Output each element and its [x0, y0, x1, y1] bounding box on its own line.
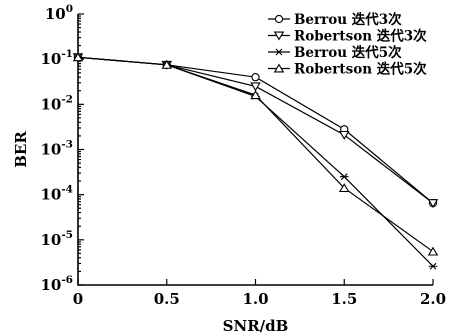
- x-tick-label: 1.0: [242, 290, 268, 308]
- legend-label: Robertson 迭代5次: [294, 61, 427, 78]
- data-point: [427, 246, 439, 256]
- x-tick-label: 0: [73, 290, 83, 308]
- y-tick-label: 10-3: [40, 139, 73, 159]
- legend-entry: Robertson 迭代3次: [268, 28, 427, 45]
- legend-entry: Berrou 迭代3次: [268, 11, 402, 28]
- data-point: [72, 52, 84, 62]
- x-tick-label: 1.5: [331, 290, 357, 308]
- data-point: [250, 90, 261, 100]
- legend-marker: [274, 14, 284, 24]
- legend-marker: [273, 63, 285, 73]
- y-tick-label: 100: [45, 3, 73, 23]
- x-tick-label: 2.0: [420, 290, 446, 308]
- data-point: [339, 173, 349, 181]
- legend-entry: Berrou 迭代5次: [268, 44, 402, 61]
- y-tick-label: 10-6: [40, 274, 73, 294]
- ticks: 0 0.5 1.0 1.5 2.0 100 10-1 10-2 10-3 10-4 10-5 10-6: [40, 3, 446, 308]
- data-point: [251, 72, 260, 82]
- y-axis-label: BER: [12, 131, 30, 168]
- series-group: [72, 52, 439, 270]
- legend-entry: Robertson 迭代5次: [268, 61, 427, 78]
- data-point: [161, 59, 173, 69]
- data-point: [428, 262, 438, 270]
- data-point: [250, 82, 261, 92]
- data-point: [427, 199, 439, 209]
- data-point: [338, 130, 350, 140]
- legend-label: Robertson 迭代3次: [294, 28, 427, 45]
- series-4: [72, 52, 439, 256]
- y-tick-label: 10-5: [40, 229, 73, 249]
- legend-marker: [274, 48, 284, 56]
- legend-label: Berrou 迭代5次: [294, 44, 402, 61]
- y-tick-label: 10-1: [40, 48, 73, 68]
- x-axis-label: SNR/dB: [223, 317, 289, 335]
- y-tick-label: 10-2: [40, 93, 73, 113]
- data-point: [338, 183, 350, 193]
- x-tick-label: 0.5: [154, 290, 180, 308]
- legend-label: Berrou 迭代3次: [294, 11, 402, 28]
- legend-marker: [273, 31, 285, 41]
- y-tick-label: 10-4: [40, 184, 73, 204]
